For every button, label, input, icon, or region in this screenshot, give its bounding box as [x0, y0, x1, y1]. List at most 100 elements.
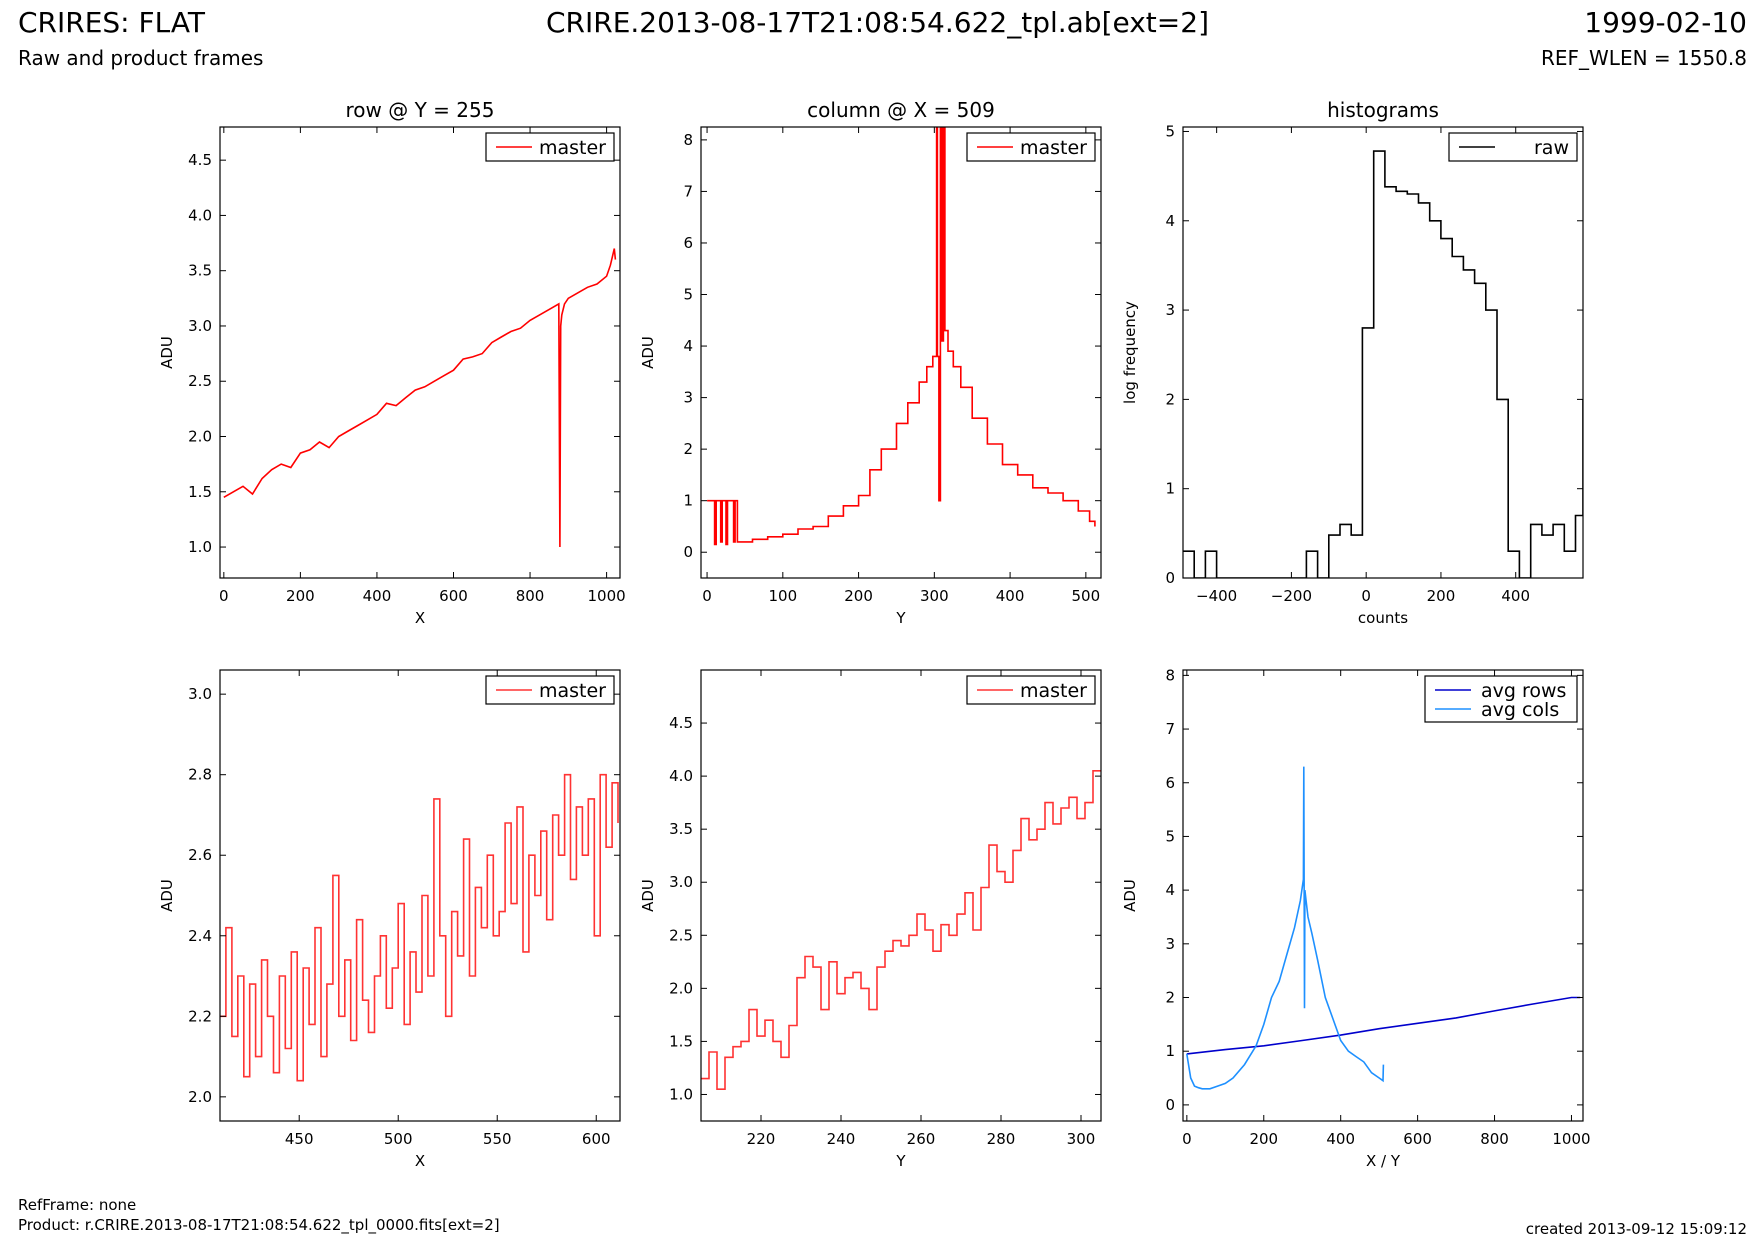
chart-col-zoom: 220 240 260 280 300 1.0 1.5 2.0 2.5 3.0 3.5 4.0 4.5 Y…	[639, 669, 1102, 1170]
series-avg-cols	[1186, 766, 1385, 1090]
x-tick-label: 450	[285, 1130, 314, 1148]
x-tick-label: 260	[907, 1130, 936, 1148]
y-tick-label: 1.0	[188, 538, 212, 556]
plot-frame	[1182, 126, 1584, 579]
y-tick-label: 7	[1165, 720, 1175, 738]
plot-frame	[1182, 669, 1584, 1122]
x-tick-label: 600	[582, 1130, 611, 1148]
y-tick-label: 4.5	[188, 151, 212, 169]
x-tick-label: 800	[516, 587, 545, 605]
legend: master	[485, 675, 615, 705]
y-tick-label: 2.0	[188, 1088, 212, 1106]
legend-label: master	[539, 137, 606, 159]
y-tick-label: 4	[683, 337, 693, 355]
legend: master	[966, 132, 1096, 162]
y-tick-label: 4.0	[669, 767, 693, 785]
legend: master	[966, 675, 1096, 705]
y-tick-label: 8	[683, 131, 693, 149]
chart-avg: 0 200 400 600 800 1000 0 1 2 3 4 5 6 7 8 X / Y ADU avg ro…	[1121, 666, 1591, 1170]
y-tick-label: 3.5	[669, 820, 693, 838]
y-tick-label: 6	[683, 234, 693, 252]
x-tick-label: 1000	[1552, 1130, 1590, 1148]
y-tick-label: 2.2	[188, 1007, 212, 1025]
y-tick-label: 2.5	[188, 372, 212, 390]
recipe-title: CRIRES: FLAT	[18, 6, 205, 39]
y-tick-label: 3	[683, 389, 693, 407]
series-avg-rows	[1186, 996, 1581, 1055]
legend: raw	[1448, 132, 1578, 162]
x-tick-label: 800	[1480, 1130, 1509, 1148]
series-master	[220, 773, 619, 1082]
x-tick-label: 500	[384, 1130, 413, 1148]
chart-row-full: 0 200 400 600 800 1000 1.0 1.5 2.0 2.5 3.0 3.5 4.0 4.…	[158, 98, 626, 627]
x-tick-label: 280	[987, 1130, 1016, 1148]
y-tick-label: 4.5	[669, 714, 693, 732]
y-tick-label: 8	[1165, 666, 1175, 684]
y-tick-label: 6	[1165, 774, 1175, 792]
x-tick-label: 200	[1249, 1130, 1278, 1148]
product-label: Product: r.CRIRE.2013-08-17T21:08:54.622…	[18, 1216, 500, 1234]
y-axis-label: ADU	[1121, 879, 1139, 912]
y-axis-label: ADU	[158, 879, 176, 912]
y-tick-label: 5	[1165, 122, 1175, 140]
y-tick-label: 2	[683, 440, 693, 458]
x-tick-label: 1000	[588, 587, 626, 605]
chart-title: histograms	[1327, 98, 1439, 122]
created-label: created 2013-09-12 15:09:12	[1525, 1220, 1747, 1238]
legend-label: avg rows	[1481, 680, 1566, 702]
plot-frame	[700, 126, 1102, 579]
x-tick-label: 240	[827, 1130, 856, 1148]
y-axis-label: ADU	[639, 336, 657, 369]
x-tick-label: 200	[286, 587, 315, 605]
x-tick-label: 300	[1067, 1130, 1096, 1148]
y-tick-label: 2.8	[188, 766, 212, 784]
y-tick-label: 1	[1165, 480, 1175, 498]
x-tick-label: 200	[1427, 587, 1456, 605]
y-tick-label: 3	[1165, 301, 1175, 319]
subtitle: Raw and product frames	[18, 46, 264, 70]
y-tick-label: 0	[1165, 569, 1175, 587]
chart-hist: −400 −200 0 200 400 0 1 2 3 4 5 histograms counts log…	[1121, 98, 1584, 627]
x-tick-label: 220	[747, 1130, 776, 1148]
legend-label: master	[1020, 680, 1087, 702]
y-axis-label: ADU	[158, 336, 176, 369]
y-tick-label: 7	[683, 182, 693, 200]
x-tick-label: 200	[844, 587, 873, 605]
x-tick-label: −200	[1271, 587, 1312, 605]
y-tick-label: 2.0	[669, 979, 693, 997]
x-axis-label: Y	[895, 609, 906, 627]
chart-title: row @ Y = 255	[346, 98, 495, 122]
series-master	[707, 127, 1096, 546]
plot-frame	[700, 669, 1102, 1122]
x-tick-label: 300	[920, 587, 949, 605]
y-axis-label: log frequency	[1121, 301, 1139, 404]
legend-box	[1424, 675, 1578, 723]
legend-label: master	[1020, 137, 1087, 159]
y-tick-label: 3.0	[188, 317, 212, 335]
x-tick-label: 400	[1501, 587, 1530, 605]
y-tick-label: 3.5	[188, 262, 212, 280]
y-tick-label: 1	[683, 492, 693, 510]
y-tick-label: 0	[683, 543, 693, 561]
plot-frame	[219, 126, 621, 579]
plot-frame	[219, 669, 621, 1122]
legend-label: avg cols	[1481, 699, 1559, 721]
y-tick-label: 2.4	[188, 927, 212, 945]
y-tick-label: 4.0	[188, 206, 212, 224]
y-tick-label: 5	[683, 286, 693, 304]
y-tick-label: 2.5	[669, 926, 693, 944]
chart-row-zoom: 450 500 550 600 2.0 2.2 2.4 2.6 2.8 3.0 X ADU master	[158, 669, 621, 1170]
x-axis-label: Y	[895, 1152, 906, 1170]
series-master	[701, 770, 1101, 1090]
legend: master	[485, 132, 615, 162]
y-tick-label: 3	[1165, 935, 1175, 953]
y-tick-label: 4	[1165, 881, 1175, 899]
x-tick-label: 550	[483, 1130, 512, 1148]
x-axis-label: X	[415, 609, 425, 627]
x-tick-label: 400	[363, 587, 392, 605]
y-tick-label: 5	[1165, 827, 1175, 845]
ref-wlen: REF_WLEN = 1550.8	[1540, 46, 1747, 70]
refframe-label: RefFrame: none	[18, 1196, 137, 1214]
y-tick-label: 1.5	[669, 1032, 693, 1050]
